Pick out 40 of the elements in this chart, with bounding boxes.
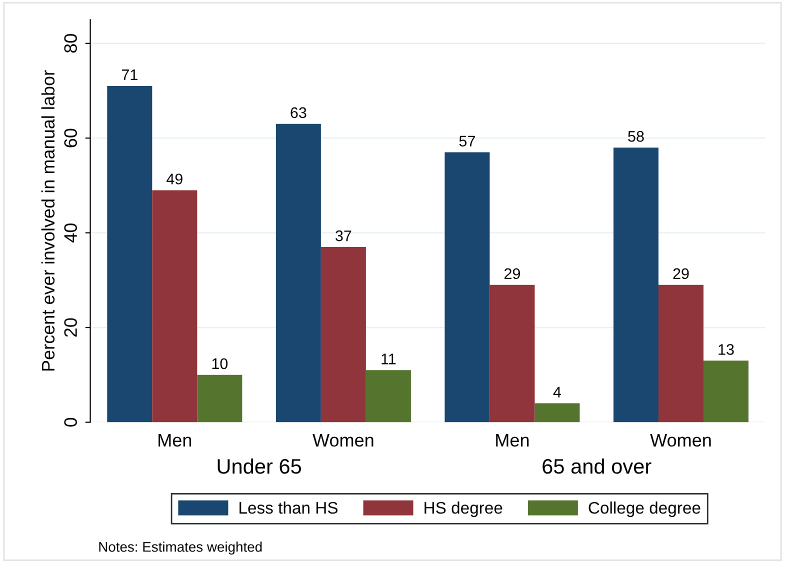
bar xyxy=(366,370,411,422)
bar xyxy=(658,284,704,422)
bar xyxy=(320,247,366,422)
data-label: 29 xyxy=(673,268,689,280)
data-label: 49 xyxy=(166,174,182,184)
data-label: 29 xyxy=(504,268,520,280)
data-label: 37 xyxy=(336,230,352,242)
y-tick-label: 20 xyxy=(64,318,77,337)
y-tick-label: 80 xyxy=(64,34,77,53)
bar xyxy=(444,152,490,422)
text: 65 and over xyxy=(542,458,652,474)
legend-label: College degree xyxy=(588,502,700,518)
y-tick-label: 40 xyxy=(64,223,77,242)
bar xyxy=(197,374,242,422)
data-label: 10 xyxy=(212,358,228,370)
data-label: 11 xyxy=(382,354,396,364)
bar xyxy=(703,360,748,422)
text: Under 65 xyxy=(218,458,302,474)
data-label: 58 xyxy=(628,130,644,142)
data-label: 57 xyxy=(459,136,475,147)
bar xyxy=(534,403,580,422)
data-label: 4 xyxy=(553,386,562,398)
bar xyxy=(107,86,152,422)
bar xyxy=(152,190,198,422)
x-tick-label: Women xyxy=(650,434,711,447)
x-tick-label: Men xyxy=(496,434,529,447)
legend-label: HS degree xyxy=(424,502,502,518)
x-tick-label: Men xyxy=(158,434,192,447)
x-tick-label: Women xyxy=(312,434,374,447)
bar xyxy=(276,124,321,422)
data-label: 63 xyxy=(290,107,306,118)
y-tick-label: 0 xyxy=(64,418,77,427)
bar xyxy=(613,148,658,422)
bar xyxy=(490,284,535,422)
data-label: 71 xyxy=(122,70,138,80)
legend-label: Less than HS xyxy=(240,502,338,514)
y-tick-label: 60 xyxy=(64,128,77,148)
text: Notes: Estimates weighted xyxy=(99,542,262,555)
y-axis-title: Percent ever involved in manual labor xyxy=(41,70,55,371)
data-label: 13 xyxy=(718,344,734,355)
